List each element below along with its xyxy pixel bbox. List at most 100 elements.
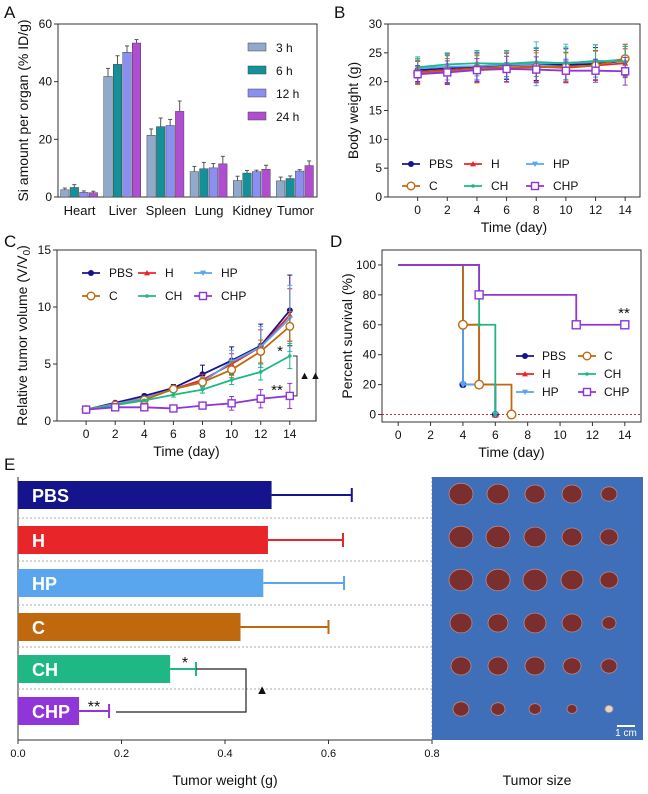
bar-label: HP [32,574,57,594]
bar [146,135,156,198]
bar-c [18,613,241,641]
bar [242,172,252,198]
data-point-c [227,365,237,375]
data-point-ch [288,354,292,358]
y-tick-label: 15 [38,243,52,257]
x-category-label: Spleen [146,203,186,218]
plot-frame [387,23,641,198]
y-tick-label: 40 [39,75,53,89]
data-point-chp [169,404,178,413]
y-tick-label: 30 [369,17,383,31]
legend-label: CHP [553,179,578,193]
data-point-c [168,384,178,394]
tumor-photo [432,477,643,740]
tumor-specimen [448,482,474,506]
legend-marker [582,351,592,361]
tumor-specimen [487,656,509,676]
censor-mark-ch [493,412,498,417]
legend-marker [406,181,416,191]
legend-marker [144,270,150,276]
panel-a-chart: 0 20 40 60 Si amount per organ (% ID/g) Heart… [15,17,318,218]
legend-label: 6 h [276,64,293,78]
x-tick-label: 0 [83,427,90,441]
x-category-label: Heart [64,203,96,218]
bar [122,52,132,198]
bar [103,76,113,198]
y-tick-label: 80 [363,288,377,302]
bar [165,125,175,198]
x-tick-label: 0.2 [114,748,129,760]
y-tick-label: 0 [45,190,52,204]
significance-chp: ** [271,382,283,399]
y-tick-label: 20 [363,378,377,392]
data-point-c [285,321,295,331]
bar [156,126,166,198]
panel-e-chart: 0.0 0.2 0.4 0.6 0.8 Tumor weight (g) PBS H HP C CH… [10,477,440,788]
bar-label: H [32,531,45,551]
tumor-specimen [448,568,474,592]
data-point-chp [413,69,422,79]
censor-mark-c [506,409,517,420]
data-point-chp [285,391,295,401]
x-tick-label: 14 [618,203,632,217]
data-point-chp [620,67,630,76]
legend-label: CHP [604,385,629,399]
bar [276,180,286,198]
x-tick-label: 2 [444,203,451,217]
plot-frame [381,249,642,423]
series-line-ch [85,355,291,411]
legend-label: PBS [429,157,453,171]
x-tick-label: 8 [199,427,206,441]
tumor-specimen [449,612,473,634]
censor-mark-chp [620,320,630,330]
y-tick-label: 60 [363,318,377,332]
legend-swatch [247,111,267,121]
bar [88,192,98,198]
x-axis-label: Time (day) [478,444,544,460]
bar [233,180,242,198]
tumor-specimen [560,569,584,591]
legend-label: H [491,157,500,171]
legend-marker [408,161,414,167]
y-tick-label: 5 [44,357,51,371]
tumor-specimen [566,704,578,714]
tumor-specimen [528,703,542,715]
tumor-specimen [522,568,548,592]
data-point-ch [171,392,176,397]
x-tick-label: 4 [474,203,481,217]
legend-marker [532,161,538,167]
tumor-specimen [524,656,546,676]
paren: ) [14,245,30,250]
legend-label: HP [221,266,238,280]
tumor-specimen [487,613,509,633]
y-tick-label: 10 [38,300,52,314]
x-axis-label: Time (day) [153,443,219,459]
survival-curve-hp [398,264,497,415]
legend-label: 24 h [276,110,299,124]
legend-label: H [542,367,551,381]
data-point-chp [443,68,452,77]
legend-label: C [604,349,613,363]
data-point-ch [142,398,147,403]
legend-label: H [165,266,174,280]
legend-marker [522,371,528,377]
bar [199,168,209,198]
data-point-chp [502,64,511,74]
x-tick-label: 10 [559,203,573,217]
data-point-c [256,346,266,356]
bar-label: CH [32,660,58,680]
legend-marker [530,181,540,191]
bar [60,189,70,198]
tumor-specimen [490,702,506,716]
tumor-specimen [523,526,547,548]
y-axis-label: Body weight (g) [345,62,361,159]
bar [79,192,89,198]
x-tick-label: 0 [395,428,402,442]
x-tick-label: 2 [427,428,434,442]
legend-label: 3 h [276,41,293,55]
panel-label-c: C [4,232,16,251]
y-axis-label: Percent survival (%) [339,273,355,398]
bar [189,171,199,198]
significance-chp: ** [88,699,100,716]
x-tick-label: 0.6 [321,748,336,760]
